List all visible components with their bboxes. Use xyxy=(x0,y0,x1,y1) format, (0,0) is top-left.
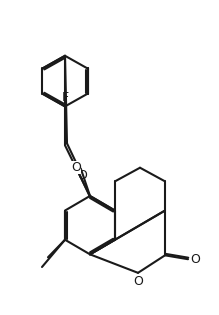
Text: F: F xyxy=(62,91,69,104)
Text: O: O xyxy=(71,161,81,174)
Text: O: O xyxy=(190,253,200,266)
Text: O: O xyxy=(133,275,143,288)
Text: O: O xyxy=(77,169,87,182)
